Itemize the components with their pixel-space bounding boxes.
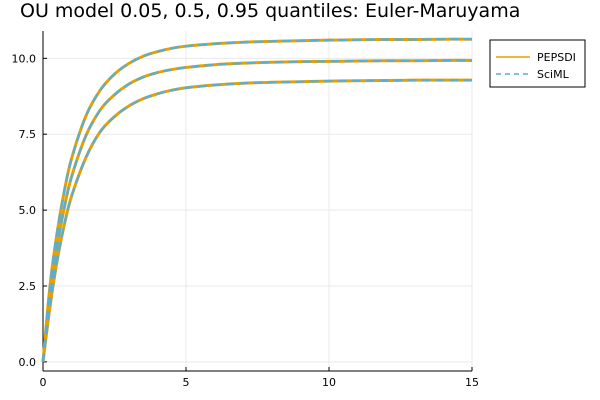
y-tick-label: 2.5 [19,280,37,293]
y-tick-label: 10.0 [12,52,37,65]
y-tick-label: 0.0 [19,356,37,369]
x-tick-label: 10 [322,376,336,389]
y-tick-label: 7.5 [19,128,37,141]
x-tick-label: 0 [40,376,47,389]
series-lines [41,37,473,363]
legend-label-pepsdi: PEPSDI [537,51,576,64]
legend-label-sciml: SciML [537,68,570,81]
legend: PEPSDI SciML [489,39,586,88]
series-line-sciml-q0-95 [41,37,473,363]
series-line-sciml-q0-05 [41,78,472,363]
legend-box [489,39,586,88]
chart-title: OU model 0.05, 0.5, 0.95 quantiles: Eule… [20,0,520,22]
series-line-sciml-q0-5 [41,59,473,363]
y-tick-label: 5.0 [19,204,37,217]
axes: 0 5 10 15 0.0 2.5 5.0 7.5 10.0 [12,31,479,389]
x-tick-label: 5 [183,376,190,389]
x-tick-label: 15 [465,376,479,389]
series-line-pepsdi-q0-95 [41,37,473,363]
series-line-pepsdi-q0-5 [41,58,473,363]
series-line-pepsdi-q0-05 [41,78,472,363]
